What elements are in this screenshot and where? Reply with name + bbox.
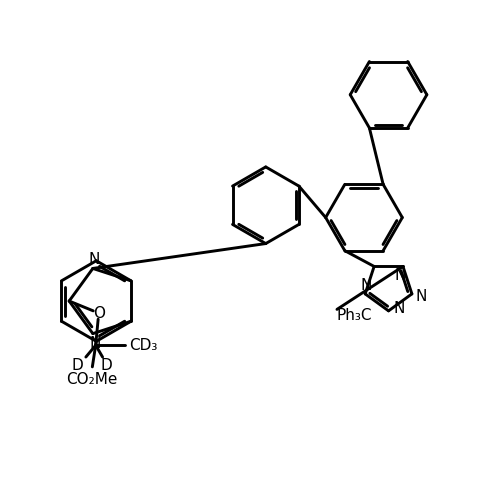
Text: N: N (88, 252, 99, 267)
Text: CO₂Me: CO₂Me (66, 371, 117, 387)
Text: N: N (393, 301, 404, 316)
Text: N: N (360, 278, 371, 292)
Text: D: D (100, 358, 112, 373)
Text: D: D (71, 358, 83, 373)
Text: O: O (93, 306, 105, 321)
Text: N: N (394, 268, 405, 283)
Text: N: N (90, 336, 101, 351)
Text: Ph₃C: Ph₃C (336, 308, 371, 323)
Text: CD₃: CD₃ (128, 338, 157, 353)
Text: N: N (414, 289, 425, 304)
